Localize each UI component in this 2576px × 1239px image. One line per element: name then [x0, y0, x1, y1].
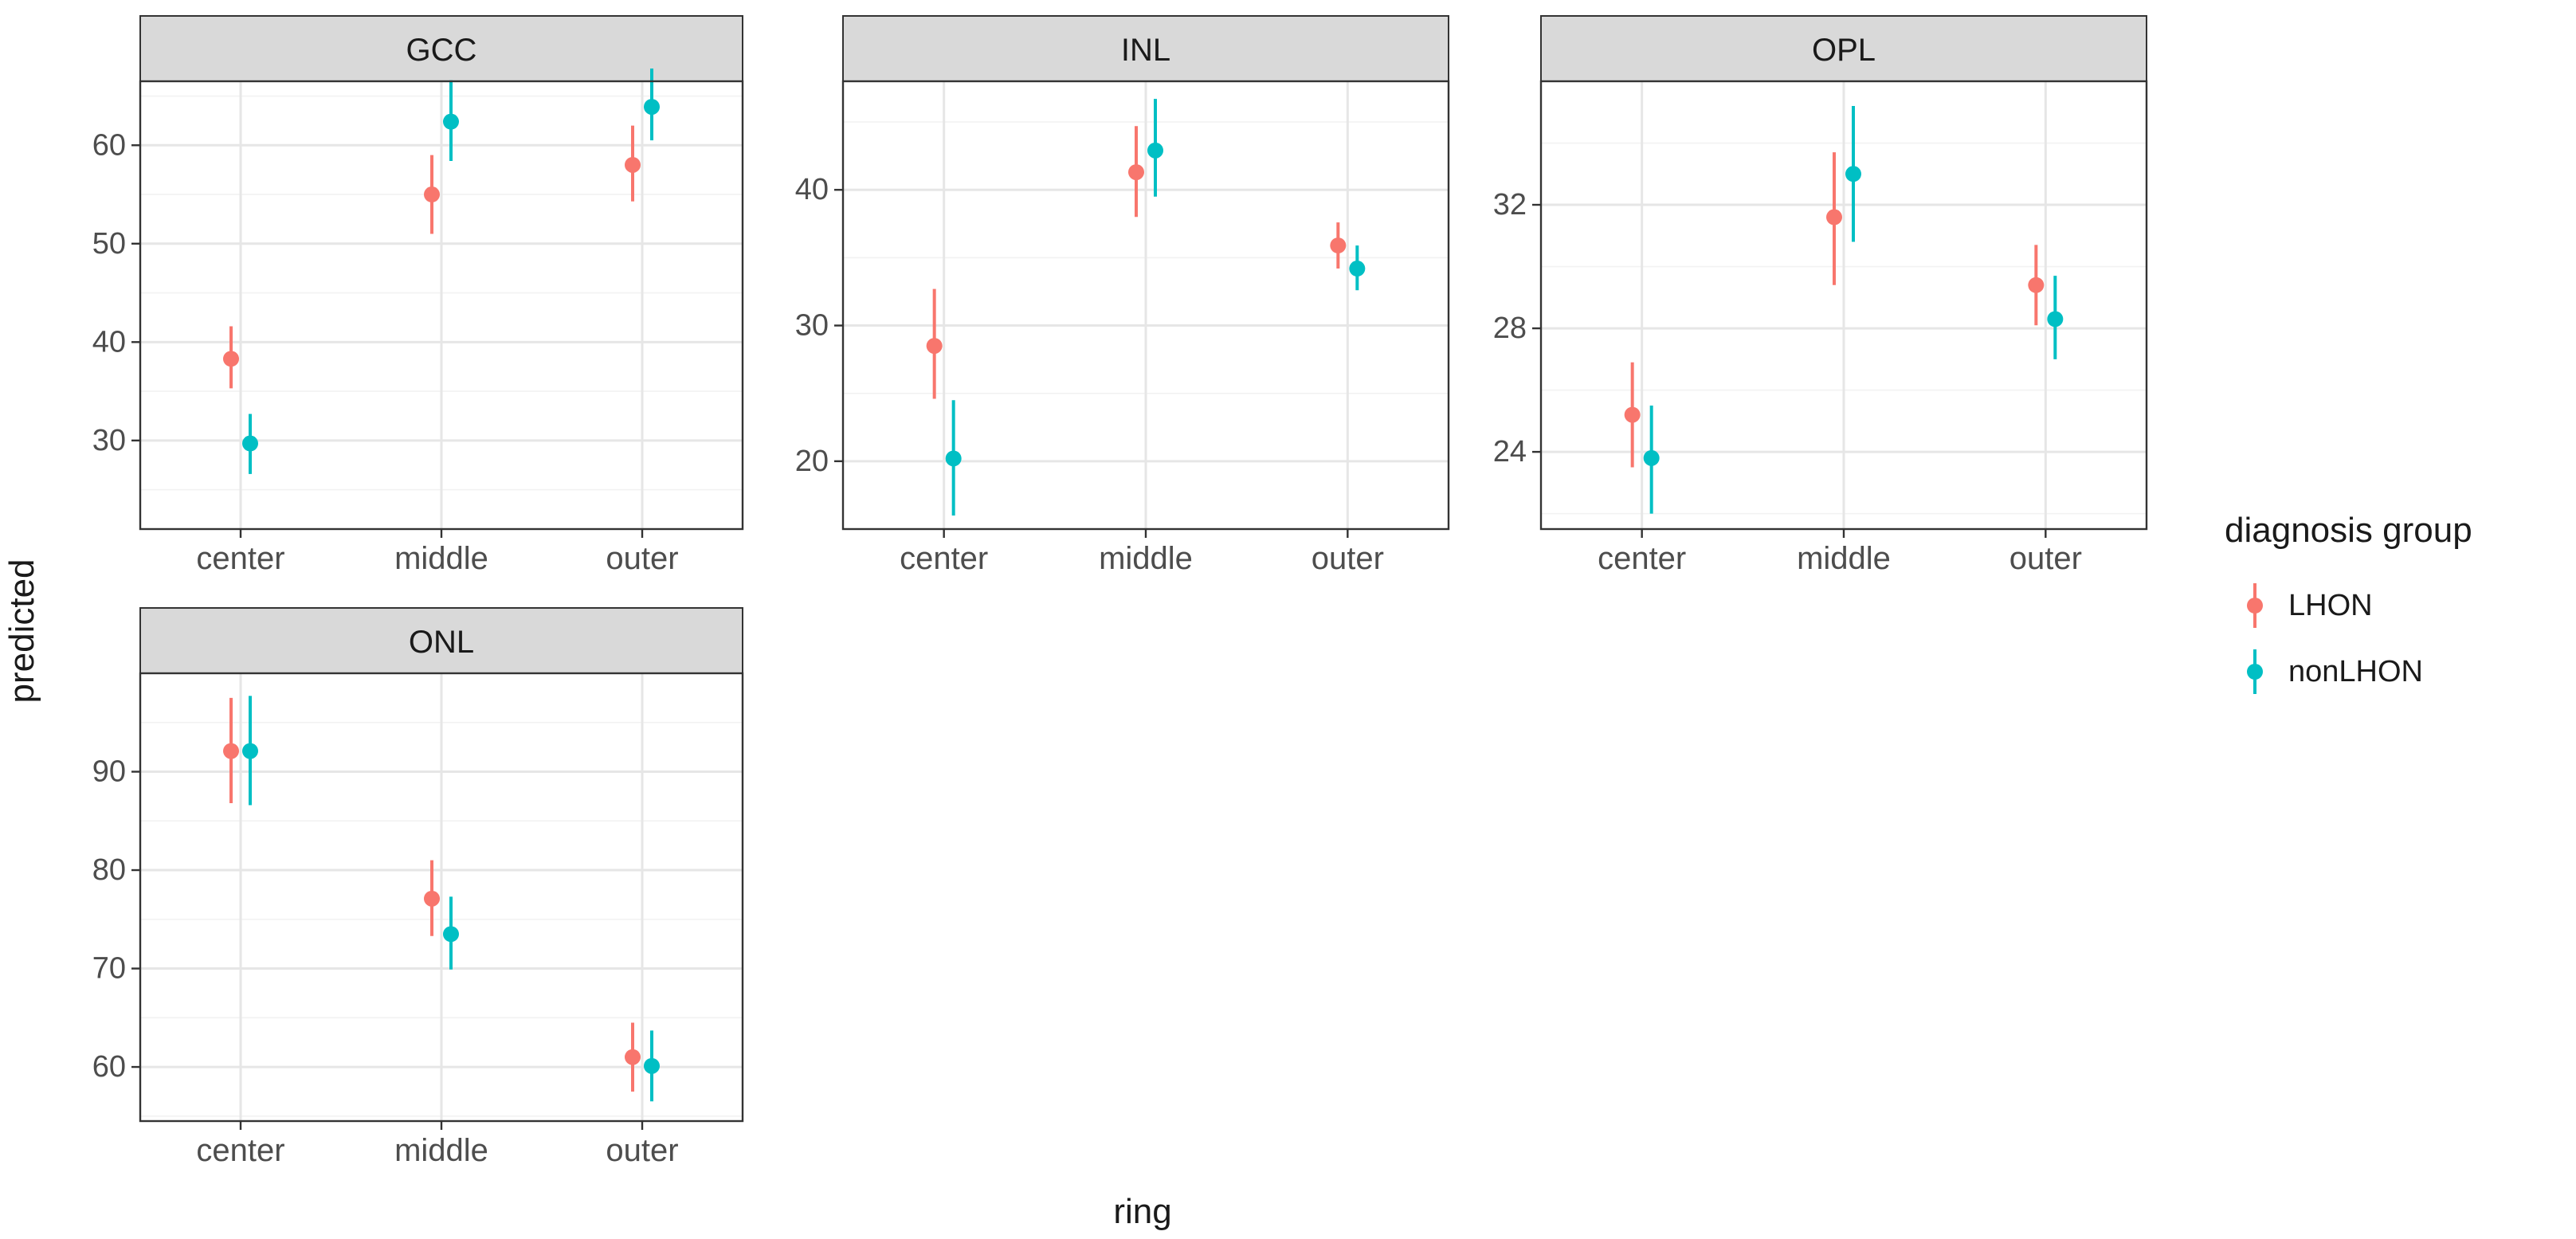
legend-key-lhon-point — [2247, 598, 2263, 614]
legend-title: diagnosis group — [2225, 511, 2472, 550]
data-point-nonlhon — [242, 743, 258, 759]
x-tick-label: outer — [2009, 541, 2082, 576]
data-point-nonlhon — [1643, 449, 1660, 466]
panel-plot-area: 20 30 40 center middle outer — [795, 80, 1450, 576]
x-tick-label: middle — [1099, 541, 1193, 576]
y-tick-label: 60 — [92, 128, 126, 162]
x-axis-title: ring — [1113, 1192, 1171, 1231]
legend-label-lhon: LHON — [2288, 589, 2373, 622]
panel-gcc: GCC 30 40 50 60 center middle outer — [92, 15, 744, 576]
y-tick-label: 30 — [92, 424, 126, 457]
x-tick-label: middle — [1797, 541, 1891, 576]
y-tick-label: 32 — [1493, 188, 1527, 222]
data-point-nonlhon — [945, 450, 962, 467]
y-tick-label: 28 — [1493, 312, 1527, 345]
data-point-lhon — [424, 890, 440, 907]
y-tick-label: 70 — [92, 952, 126, 986]
data-point-lhon — [2028, 276, 2045, 293]
data-point-lhon — [223, 743, 239, 759]
y-tick-label: 60 — [92, 1050, 126, 1084]
y-tick-label: 24 — [1493, 435, 1527, 469]
data-point-lhon — [223, 351, 239, 367]
data-point-nonlhon — [443, 926, 459, 943]
panel-strip — [139, 15, 743, 82]
panel-strip-label: ONL — [409, 625, 474, 660]
y-tick-label: 40 — [92, 325, 126, 359]
data-point-nonlhon — [644, 99, 660, 116]
legend-item-lhon: LHON — [2247, 583, 2373, 628]
legend: diagnosis group LHON nonLHON — [2225, 511, 2472, 694]
panel-strip-label: OPL — [1812, 33, 1876, 68]
panel-opl: OPL 24 28 32 center middle outer — [1493, 15, 2148, 576]
data-point-lhon — [625, 156, 641, 173]
data-point-nonlhon — [1845, 166, 1861, 182]
y-tick-label: 20 — [795, 445, 829, 478]
y-tick-label: 30 — [795, 309, 829, 343]
data-point-nonlhon — [1349, 261, 1366, 277]
x-tick-label: center — [196, 1133, 284, 1168]
panel-inl: INL 20 30 40 center middle outer — [795, 15, 1450, 576]
legend-key-nonlhon-point — [2247, 664, 2263, 680]
x-tick-label: outer — [1312, 541, 1384, 576]
y-axis-title: predicted — [2, 559, 41, 703]
x-tick-label: center — [196, 541, 284, 576]
panel-plot-area: 24 28 32 center middle outer — [1493, 80, 2148, 576]
data-point-lhon — [926, 338, 943, 355]
y-tick-label: 50 — [92, 227, 126, 261]
y-tick-label: 90 — [92, 755, 126, 789]
y-tick-label: 80 — [92, 853, 126, 887]
panel-strip — [1540, 15, 2147, 82]
x-tick-label: center — [900, 541, 988, 576]
data-point-lhon — [1624, 406, 1641, 423]
x-tick-label: middle — [394, 541, 488, 576]
legend-label-nonlhon: nonLHON — [2288, 655, 2423, 688]
data-point-nonlhon — [443, 113, 459, 130]
data-point-nonlhon — [2047, 311, 2064, 327]
panel-strip — [139, 607, 743, 674]
legend-item-nonlhon: nonLHON — [2247, 649, 2423, 694]
data-point-lhon — [1128, 164, 1144, 181]
data-point-nonlhon — [644, 1057, 660, 1074]
data-point-lhon — [1826, 209, 1842, 225]
x-tick-label: outer — [606, 541, 678, 576]
panel-plot-area: 30 40 50 60 center middle outer — [92, 68, 744, 576]
data-point-nonlhon — [242, 435, 258, 452]
data-point-lhon — [1330, 237, 1347, 254]
y-tick-label: 40 — [795, 173, 829, 206]
data-point-lhon — [424, 186, 440, 203]
data-point-nonlhon — [1147, 142, 1163, 159]
x-tick-label: outer — [606, 1133, 678, 1168]
x-tick-label: middle — [394, 1133, 488, 1168]
panel-strip-label: GCC — [406, 33, 477, 68]
panel-onl: ONL 60 70 80 90 center middle outer — [92, 607, 744, 1168]
panel-strip-label: INL — [1121, 33, 1170, 68]
panel-plot-area: 60 70 80 90 center middle outer — [92, 672, 744, 1168]
data-point-lhon — [625, 1049, 641, 1065]
x-tick-label: center — [1598, 541, 1686, 576]
